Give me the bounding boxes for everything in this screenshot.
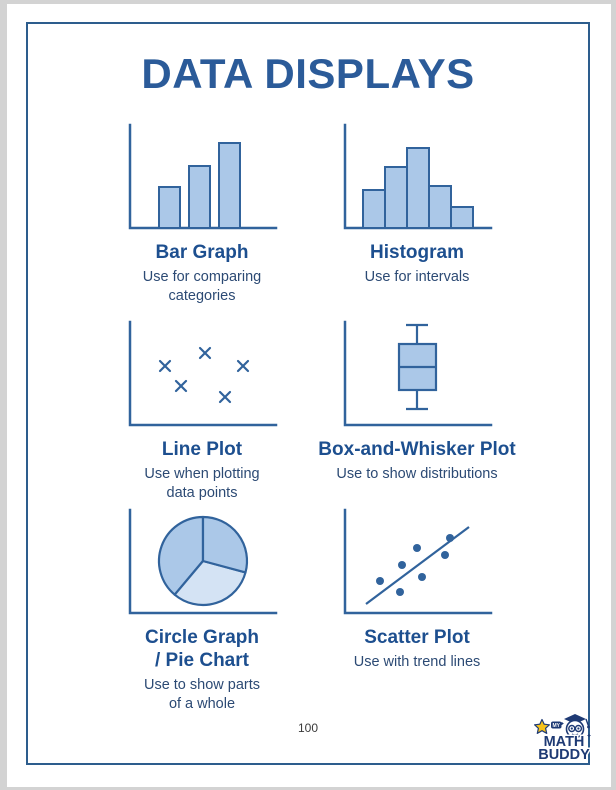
section-caption: Use with trend lines (307, 653, 527, 672)
caption-line: of a whole (168, 696, 236, 712)
heading-line: Line Plot (161, 439, 243, 460)
caption-line: categories (168, 288, 236, 304)
page-number: 100 (297, 721, 319, 735)
star-icon (533, 718, 550, 734)
caption-line: Use for comparing (142, 269, 262, 285)
section-caption: Use to show parts of a whole (92, 676, 312, 714)
buddy-face-icon (565, 719, 585, 739)
caption-line: Use when plotting (144, 466, 260, 482)
caption-line: Use with trend lines (353, 654, 481, 670)
scatter-plot-icon (337, 508, 497, 618)
section-heading: Histogram (307, 241, 527, 264)
section-caption: Use for comparing categories (92, 268, 312, 306)
section-box-whisker: Box-and-Whisker Plot Use to show distrib… (307, 320, 527, 484)
logo-my-text: MY (552, 723, 560, 729)
section-bar-graph: Bar Graph Use for comparing categories (92, 123, 312, 306)
heading-line: / Pie Chart (155, 650, 249, 671)
pie-chart-icon (122, 508, 282, 618)
box-whisker-icon (337, 320, 497, 430)
section-heading: Box-and-Whisker Plot (307, 438, 527, 461)
caption-line: data points (166, 485, 238, 501)
heading-line: Bar Graph (155, 242, 249, 263)
my-badge: MY (551, 721, 562, 729)
section-caption: Use to show distributions (307, 465, 527, 484)
math-buddy-logo: MY MATH BUDDY (533, 714, 592, 762)
section-caption: Use when plotting data points (92, 465, 312, 503)
line-plot-icon (122, 320, 282, 430)
logo-buddy-text: BUDDY (538, 747, 590, 762)
section-heading: Scatter Plot (307, 626, 527, 649)
heading-line: Histogram (370, 242, 464, 263)
page-border-frame (26, 22, 590, 765)
caption-line: Use to show distributions (336, 466, 498, 482)
section-scatter-plot: Scatter Plot Use with trend lines (307, 508, 527, 672)
sparkle-icon (560, 722, 564, 725)
page-title: DATA DISPLAYS (141, 50, 475, 97)
section-caption: Use for intervals (307, 268, 527, 287)
histogram-icon (337, 123, 497, 233)
caption-line: Use for intervals (364, 269, 470, 285)
sparkle-icon (587, 734, 591, 737)
caption-line: Use to show parts (143, 677, 261, 693)
section-line-plot: Line Plot Use when plotting data points (92, 320, 312, 503)
section-heading: Circle Graph / Pie Chart (92, 626, 312, 672)
heading-line: Box-and-Whisker Plot (318, 439, 516, 460)
heading-line: Circle Graph (144, 627, 260, 648)
bar-graph-icon (122, 123, 282, 233)
logo-math-text: MATH (544, 734, 585, 750)
section-heading: Bar Graph (92, 241, 312, 264)
section-heading: Line Plot (92, 438, 312, 461)
section-pie-chart: Circle Graph / Pie Chart Use to show par… (92, 508, 312, 714)
heading-line: Scatter Plot (364, 627, 470, 648)
section-histogram: Histogram Use for intervals (307, 123, 527, 287)
